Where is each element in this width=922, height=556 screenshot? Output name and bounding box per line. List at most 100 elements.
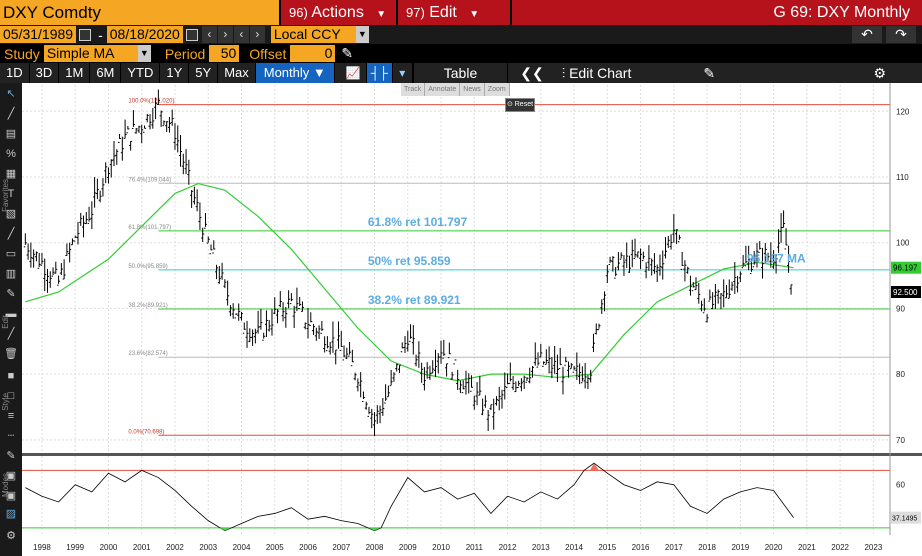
undo-redo-group: ↶ ↷ bbox=[852, 26, 916, 43]
pencil-icon[interactable]: ✎ bbox=[6, 288, 16, 300]
pen-icon[interactable]: ✎ bbox=[341, 45, 354, 61]
indicator-line bbox=[25, 462, 794, 532]
start-date-field[interactable]: 05/31/1989 bbox=[0, 26, 77, 43]
x-tick-label: 2003 bbox=[199, 543, 217, 552]
grid-icon[interactable]: ▥ bbox=[5, 268, 17, 280]
gear-icon[interactable]: ⚙ bbox=[873, 64, 886, 81]
edit-menu-button[interactable]: 97) Edit ▼ bbox=[398, 0, 512, 25]
period-5y[interactable]: 5Y bbox=[189, 63, 219, 83]
collapse-icon[interactable]: ❮❮ bbox=[520, 64, 544, 81]
mode-icon[interactable]: ▣ bbox=[5, 470, 17, 482]
undo-icon[interactable]: ↶ bbox=[852, 26, 882, 43]
calendar-icon[interactable] bbox=[185, 28, 198, 41]
eraser-icon[interactable]: ▬ bbox=[5, 308, 17, 320]
zoom-button[interactable]: Zoom bbox=[485, 83, 510, 96]
next-right-icon[interactable]: › bbox=[249, 26, 265, 43]
x-tick-label: 2022 bbox=[831, 543, 849, 552]
last-price-marker bbox=[891, 286, 921, 298]
x-tick-label: 2013 bbox=[532, 543, 550, 552]
fib-icon[interactable]: ▦ bbox=[5, 168, 17, 180]
edit-side-label: Edit bbox=[1, 315, 10, 329]
prev-left-icon[interactable]: ‹ bbox=[201, 26, 217, 43]
fib-small-label: 23.6%(82.574) bbox=[128, 351, 167, 357]
fib-small-label: 0.0%(70.698) bbox=[128, 429, 164, 435]
news-button[interactable]: News bbox=[460, 83, 485, 96]
overbought-fill bbox=[590, 463, 600, 471]
percent-icon[interactable]: % bbox=[6, 148, 16, 160]
frequency-select[interactable]: Monthly ▼ bbox=[255, 63, 335, 83]
oversold-fill bbox=[218, 527, 231, 531]
fib-small-label: 100.0%(121.020) bbox=[128, 99, 174, 105]
linestyle-icon[interactable]: ┈ bbox=[7, 430, 15, 442]
thickness-icon[interactable]: ≡ bbox=[7, 410, 15, 422]
x-tick-label: 2012 bbox=[499, 543, 517, 552]
period-1y[interactable]: 1Y bbox=[160, 63, 190, 83]
line-chart-icon[interactable]: 📈 bbox=[341, 63, 367, 83]
trash-icon[interactable]: 🗑 bbox=[4, 348, 18, 360]
cursor-icon[interactable]: ↖ bbox=[6, 88, 16, 100]
y-tick-label: 80 bbox=[896, 370, 905, 379]
fill-icon[interactable]: □ bbox=[7, 390, 15, 402]
actions-menu-button[interactable]: 96) Actions ▼ bbox=[281, 0, 398, 25]
study-label: Study bbox=[4, 45, 40, 62]
brush-icon[interactable]: ╱ bbox=[7, 328, 15, 340]
mode2-icon[interactable]: ▣ bbox=[5, 490, 17, 502]
last-price-label: 92.500 bbox=[893, 288, 918, 297]
track-button[interactable]: Track bbox=[401, 83, 426, 96]
ma-value-marker bbox=[891, 261, 921, 274]
chart-type-dropdown-icon[interactable]: ▾ bbox=[393, 63, 413, 83]
y-tick-label: 120 bbox=[896, 107, 910, 116]
indicator-value-marker bbox=[891, 511, 921, 524]
x-tick-label: 2009 bbox=[399, 543, 417, 552]
edit-label: Edit bbox=[429, 4, 457, 21]
period-max[interactable]: Max bbox=[218, 63, 256, 83]
channel-icon[interactable]: ▧ bbox=[5, 208, 17, 220]
mode3-icon[interactable]: ▨ bbox=[5, 508, 17, 520]
study-select[interactable]: Simple MA bbox=[43, 45, 138, 62]
period-3d[interactable]: 3D bbox=[30, 63, 60, 83]
shape-icon[interactable]: ▭ bbox=[5, 248, 17, 260]
drawing-toolbar: ↖ ╱ ▤ % ▦ T ▧ ╱ ▭ ▥ ✎ ▬ ╱ 🗑 ■ □ ≡ ┈ ✎ ▣ … bbox=[0, 83, 22, 556]
table-tab[interactable]: Table bbox=[412, 63, 509, 83]
period-6m[interactable]: 6M bbox=[90, 63, 122, 83]
modes-label: Modes bbox=[1, 473, 10, 498]
currency-dropdown-icon[interactable]: ▼ bbox=[355, 26, 369, 43]
line-tool-icon[interactable]: ╱ bbox=[7, 108, 15, 120]
x-tick-label: 2017 bbox=[665, 543, 683, 552]
screen-title: G 69: DXY Monthly bbox=[512, 0, 922, 25]
currency-field[interactable]: Local CCY bbox=[270, 26, 356, 43]
next-left-icon[interactable]: ‹ bbox=[233, 26, 249, 43]
calendar-icon[interactable] bbox=[79, 28, 92, 41]
period-input[interactable]: 50 bbox=[209, 45, 240, 62]
pen-tool-icon[interactable]: ✎ bbox=[6, 450, 16, 462]
end-date-field[interactable]: 08/18/2020 bbox=[106, 26, 183, 43]
price-bars bbox=[23, 89, 793, 437]
price-chart[interactable]: 1998 1999 2000 2001 2002 2003 2004 2005 2006 2007… bbox=[22, 83, 922, 556]
offset-input[interactable]: 0 bbox=[290, 45, 336, 62]
edit-chart-label: Edit Chart bbox=[569, 64, 632, 81]
period-1m[interactable]: 1M bbox=[59, 63, 91, 83]
text-icon[interactable]: T bbox=[7, 188, 15, 200]
prev-right-icon[interactable]: › bbox=[217, 26, 233, 43]
color-swatch-icon[interactable]: ■ bbox=[7, 370, 15, 382]
reset-button[interactable]: ⊙ Reset bbox=[505, 98, 535, 112]
settings-icon[interactable]: ⚙ bbox=[6, 530, 16, 542]
period-ytd[interactable]: YTD bbox=[121, 63, 161, 83]
annotate-button[interactable]: Annotate bbox=[425, 83, 461, 96]
period-label: Period bbox=[164, 45, 206, 62]
study-dropdown-icon[interactable]: ▼ bbox=[137, 45, 151, 62]
fib-retracement-label: 61.8% ret 101.797 bbox=[368, 215, 468, 229]
fib-small-label: 50.0%(95.859) bbox=[128, 264, 167, 270]
redo-icon[interactable]: ↷ bbox=[886, 26, 916, 43]
x-tick-label: 2000 bbox=[100, 543, 118, 552]
ticker-field[interactable]: DXY Comdty bbox=[0, 0, 281, 25]
x-tick-label: 2011 bbox=[466, 543, 484, 552]
period-1d[interactable]: 1D bbox=[0, 63, 30, 83]
bar-chart-icon[interactable]: ┤├ bbox=[366, 63, 393, 83]
edit-chart-button[interactable]: ⫶ Edit Chart bbox=[556, 65, 638, 82]
annotate-icon[interactable]: ✎ bbox=[703, 64, 716, 81]
ruler-icon[interactable]: ▤ bbox=[5, 128, 17, 140]
period-toolbar: 1D 3D 1M 6M YTD 1Y 5Y Max Monthly ▼ 📈 ┤├… bbox=[0, 63, 922, 83]
trend-icon[interactable]: ╱ bbox=[7, 228, 15, 240]
favorites-label: Favorites bbox=[1, 179, 10, 212]
